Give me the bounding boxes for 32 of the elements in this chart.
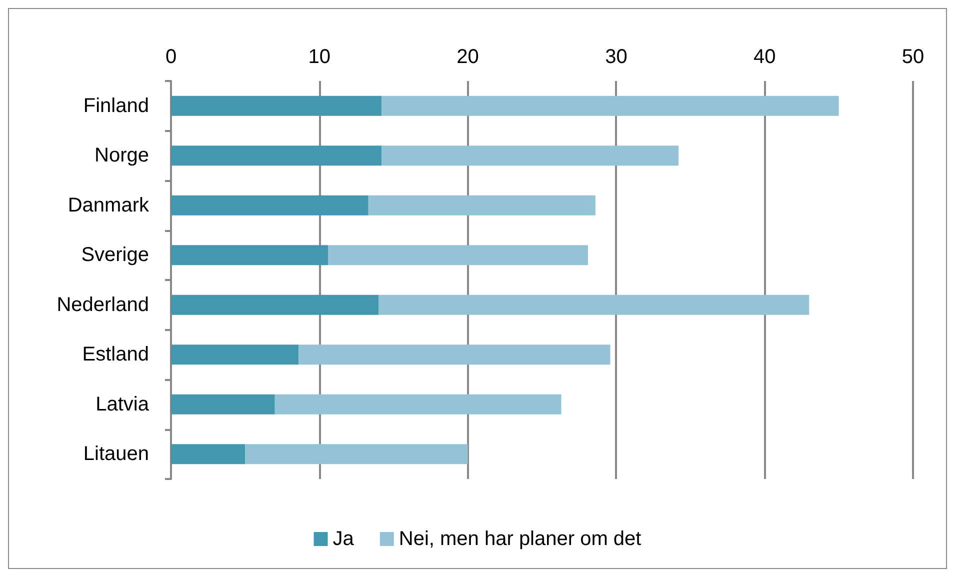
y-tick-label: Litauen (83, 443, 149, 466)
legend-label: Ja (332, 528, 355, 550)
bar (171, 344, 299, 365)
bar (171, 444, 246, 464)
y-tick-label: Danmark (68, 194, 150, 216)
bar (382, 96, 839, 116)
bar (368, 195, 596, 216)
bar (382, 146, 679, 166)
x-tick-label: 30 (605, 46, 628, 68)
y-tick-label: Norge (94, 144, 149, 167)
y-tick-label: Latvia (96, 393, 150, 416)
bar (171, 245, 328, 266)
bar (171, 96, 382, 116)
y-tick-label: Finland (83, 94, 149, 117)
bar (274, 394, 562, 414)
bar (298, 344, 610, 365)
x-tick-label: 40 (753, 46, 776, 68)
bar (171, 394, 275, 414)
legend-label: Nei, men har planer om det (398, 528, 642, 550)
bar (171, 294, 379, 315)
x-tick-label: 20 (456, 46, 479, 68)
y-tick-label: Nederland (56, 294, 149, 316)
bar (171, 146, 382, 166)
x-tick-label: 50 (902, 46, 924, 68)
bar (171, 195, 368, 216)
x-tick-label: 10 (308, 46, 331, 68)
bar (378, 294, 810, 315)
bar (245, 444, 468, 464)
y-tick-label: Sverige (81, 244, 149, 266)
y-tick-label: Estland (82, 344, 149, 366)
bar (328, 245, 588, 266)
x-tick-label: 0 (165, 46, 177, 68)
